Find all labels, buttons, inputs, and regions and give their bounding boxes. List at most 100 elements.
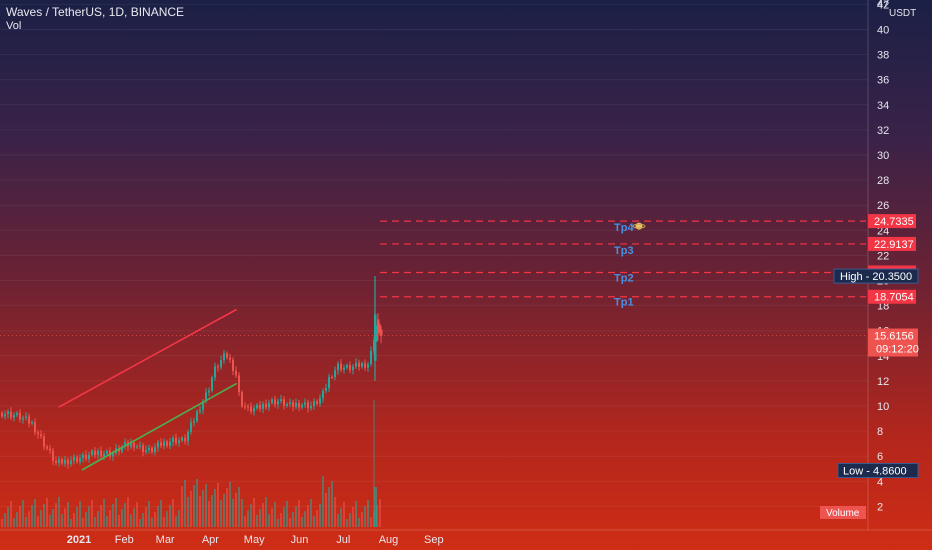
y-tick-label: 2	[877, 501, 883, 513]
candle	[31, 420, 33, 426]
candle-body	[289, 402, 291, 404]
candle-body	[301, 404, 303, 408]
candle-body	[148, 447, 150, 450]
volume-bar	[325, 493, 327, 527]
candle	[190, 418, 192, 435]
volume-bar	[100, 505, 102, 527]
candle-body	[166, 441, 168, 446]
volume-bar	[277, 519, 279, 527]
volume-bar	[262, 503, 264, 527]
candle	[268, 399, 270, 412]
volume-bar	[94, 517, 96, 527]
candle	[163, 438, 165, 450]
candle	[88, 451, 90, 463]
candle-body	[124, 442, 126, 447]
target-price-box	[868, 214, 916, 229]
candle-body	[199, 409, 201, 412]
candle-body	[169, 441, 171, 446]
candle-body	[52, 450, 54, 461]
candle	[1, 410, 3, 419]
candle-body	[121, 446, 123, 452]
candle-body	[196, 411, 198, 422]
candle	[157, 439, 159, 452]
volume-bar	[79, 501, 81, 527]
candle	[229, 353, 231, 363]
candle-body	[175, 437, 177, 444]
candle	[310, 401, 312, 411]
volume-bar	[130, 514, 132, 527]
volume-bar	[373, 400, 375, 527]
candle	[223, 350, 225, 364]
volume-bar	[247, 510, 249, 527]
volume-bar	[67, 502, 69, 527]
candle-body	[346, 365, 348, 368]
volume-bar	[133, 508, 135, 527]
volume-bar	[205, 484, 207, 527]
candle-body	[34, 422, 36, 433]
candle-body	[133, 442, 135, 448]
symbol-title: Waves / TetherUS, 1D, BINANCE	[6, 5, 185, 19]
candle-body	[277, 400, 279, 405]
candle-body	[328, 377, 330, 389]
volume-bar	[374, 487, 377, 527]
target-price-label: 24.7335	[874, 216, 914, 228]
low-label-text: Low - 4.8600	[843, 466, 907, 478]
candlesticks	[1, 276, 383, 469]
candle-body	[172, 437, 174, 442]
candle-body	[244, 406, 246, 408]
candle	[43, 433, 45, 451]
volume-bar	[196, 479, 198, 527]
candle-body	[292, 402, 294, 407]
candle-body	[31, 422, 33, 424]
candle	[121, 444, 123, 454]
volume-bar	[280, 513, 282, 527]
volume-bar	[313, 516, 315, 527]
candle-body	[190, 422, 192, 433]
volume-bar	[49, 515, 51, 527]
x-tick-label: Aug	[379, 534, 399, 546]
candle-body	[238, 375, 240, 393]
volume-bar	[19, 506, 21, 527]
candle	[70, 456, 72, 467]
candle	[82, 452, 84, 463]
candle-body	[106, 450, 108, 454]
candle	[358, 359, 360, 371]
candle	[178, 437, 180, 447]
volume-bar	[265, 497, 267, 527]
volume-bar	[136, 502, 138, 527]
volume-badge-box	[820, 506, 866, 519]
candle	[283, 396, 285, 410]
candle	[328, 373, 330, 392]
candle-body	[91, 450, 93, 455]
candle-body	[211, 377, 213, 391]
candle	[241, 390, 243, 409]
ringed-planet-icon-ring	[632, 223, 646, 229]
candle	[175, 433, 177, 446]
candle-body	[334, 370, 336, 378]
candle	[355, 358, 357, 370]
candle	[217, 363, 219, 372]
y-tick-label: 6	[877, 451, 883, 463]
candle	[265, 399, 267, 410]
candle	[340, 359, 342, 373]
candle-body	[64, 459, 66, 464]
volume-bar	[316, 510, 318, 527]
candle	[37, 429, 39, 439]
candle-body	[253, 408, 255, 412]
candle	[325, 383, 327, 394]
high-label: High - 20.3500	[833, 268, 919, 284]
candle-body	[37, 432, 39, 435]
candle-body	[295, 402, 297, 407]
low-label: Low - 4.8600	[837, 463, 919, 479]
candle	[304, 398, 306, 408]
current-price-label: 15.6156	[874, 331, 914, 343]
volume-bar	[187, 497, 189, 527]
candle-body	[274, 399, 276, 405]
candle	[253, 405, 255, 416]
candle-body	[229, 357, 231, 360]
candle	[124, 438, 126, 450]
volume-bar	[379, 499, 381, 527]
volume-bar	[328, 487, 330, 527]
